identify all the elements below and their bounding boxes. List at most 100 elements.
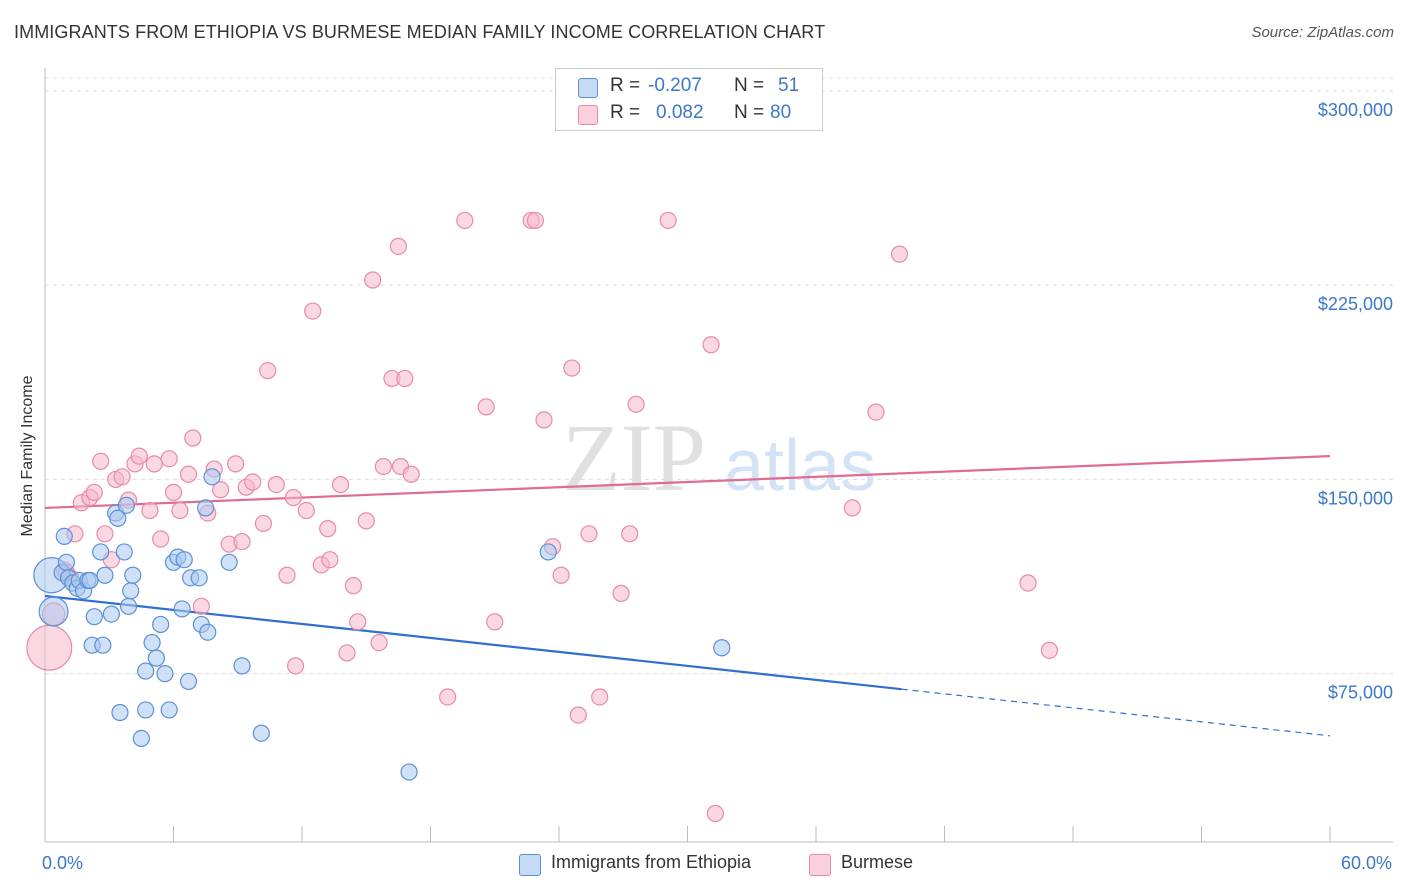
point-burmese bbox=[85, 483, 103, 501]
legend-r-label: R = bbox=[610, 102, 641, 123]
point-burmese bbox=[96, 525, 114, 543]
point-ethiopia bbox=[102, 605, 120, 623]
point-burmese bbox=[319, 520, 337, 538]
point-burmese bbox=[402, 465, 420, 483]
point-burmese bbox=[179, 465, 198, 483]
point-burmese bbox=[304, 302, 322, 320]
point-burmese bbox=[526, 211, 545, 230]
point-burmese bbox=[396, 369, 414, 388]
x-tick-max: 60.0% bbox=[1340, 853, 1392, 873]
point-ethiopia bbox=[220, 553, 238, 571]
watermark-zip: ZIP bbox=[562, 404, 706, 511]
point-burmese bbox=[612, 584, 630, 602]
point-ethiopia bbox=[85, 608, 103, 626]
point-ethiopia bbox=[57, 553, 76, 571]
point-burmese bbox=[477, 398, 495, 416]
point-burmese bbox=[659, 211, 677, 230]
watermark: ZIP atlas bbox=[562, 404, 876, 511]
point-ethiopia bbox=[147, 649, 165, 667]
point-ethiopia bbox=[38, 596, 69, 627]
point-burmese bbox=[535, 411, 553, 429]
trend-line-burmese bbox=[44, 455, 1331, 510]
point-burmese bbox=[456, 211, 474, 230]
point-ethiopia bbox=[713, 639, 731, 657]
point-ethiopia bbox=[124, 566, 142, 584]
point-burmese bbox=[439, 688, 457, 706]
point-ethiopia bbox=[179, 672, 198, 691]
point-ethiopia bbox=[197, 499, 215, 517]
point-burmese bbox=[569, 706, 587, 724]
point-burmese bbox=[389, 237, 407, 255]
point-burmese bbox=[278, 566, 296, 584]
point-burmese bbox=[552, 566, 570, 584]
legend-n-label: N = bbox=[734, 102, 765, 123]
point-burmese bbox=[254, 514, 273, 533]
point-burmese bbox=[580, 525, 598, 543]
point-burmese bbox=[867, 403, 885, 421]
x-tick-min: 0.0% bbox=[42, 853, 84, 873]
point-burmese bbox=[171, 501, 189, 520]
point-ethiopia bbox=[94, 636, 112, 654]
legend-r-value: -0.207 bbox=[648, 75, 702, 96]
point-burmese bbox=[374, 457, 392, 476]
point-ethiopia bbox=[111, 703, 129, 722]
y-tick-label: $75,000 bbox=[1328, 683, 1393, 703]
point-ethiopia bbox=[122, 582, 140, 600]
point-burmese bbox=[486, 613, 504, 631]
data-points bbox=[26, 211, 1059, 823]
grid-lines bbox=[45, 77, 1393, 675]
point-burmese bbox=[1019, 574, 1037, 592]
legend-n-value: 80 bbox=[770, 102, 792, 123]
point-burmese bbox=[370, 633, 388, 652]
point-ethiopia bbox=[175, 551, 193, 569]
point-ethiopia bbox=[143, 633, 161, 652]
legend-label-ethiopia: Immigrants from Ethiopia bbox=[551, 852, 752, 872]
point-ethiopia bbox=[199, 623, 217, 641]
y-tick-labels: $75,000 $150,000 $225,000 $300,000 bbox=[1318, 100, 1393, 703]
point-ethiopia bbox=[160, 701, 178, 719]
point-burmese bbox=[160, 450, 178, 468]
point-burmese bbox=[344, 577, 362, 595]
point-burmese bbox=[145, 455, 163, 473]
point-burmese bbox=[349, 613, 367, 631]
point-ethiopia bbox=[96, 566, 114, 584]
point-ethiopia bbox=[137, 662, 155, 680]
point-burmese bbox=[627, 395, 645, 413]
point-ethiopia bbox=[539, 543, 557, 561]
legend-swatch-pink bbox=[809, 854, 831, 876]
point-burmese bbox=[164, 483, 183, 501]
point-ethiopia bbox=[233, 657, 251, 675]
trend-line-ethiopia-extension bbox=[901, 688, 1331, 737]
point-burmese bbox=[702, 336, 720, 354]
point-burmese bbox=[357, 512, 375, 530]
point-burmese bbox=[364, 271, 382, 289]
point-burmese bbox=[227, 455, 245, 473]
point-burmese bbox=[706, 804, 724, 823]
point-burmese bbox=[92, 452, 110, 470]
point-burmese bbox=[259, 362, 277, 380]
point-burmese bbox=[331, 476, 350, 494]
legend-r-label: R = bbox=[610, 75, 641, 96]
legend-n-value: 51 bbox=[778, 75, 800, 96]
axes bbox=[44, 68, 1393, 843]
legend-r-value: 0.082 bbox=[656, 102, 704, 123]
point-ethiopia bbox=[152, 615, 170, 634]
point-burmese bbox=[338, 644, 356, 662]
point-ethiopia bbox=[119, 597, 138, 615]
point-ethiopia bbox=[117, 496, 135, 514]
point-burmese bbox=[843, 499, 862, 517]
y-tick-label: $225,000 bbox=[1318, 294, 1393, 314]
point-ethiopia bbox=[132, 729, 150, 748]
point-ethiopia bbox=[81, 571, 99, 590]
point-burmese bbox=[26, 624, 73, 671]
point-burmese bbox=[284, 488, 303, 507]
point-burmese bbox=[1040, 641, 1059, 659]
point-burmese bbox=[591, 688, 609, 706]
chart-title: IMMIGRANTS FROM ETHIOPIA VS BURMESE MEDI… bbox=[14, 22, 826, 42]
point-burmese bbox=[130, 447, 148, 465]
legend-swatch-pink bbox=[578, 105, 598, 125]
y-tick-label: $150,000 bbox=[1318, 488, 1393, 508]
legend-label-burmese: Burmese bbox=[841, 852, 914, 872]
point-ethiopia bbox=[203, 468, 221, 486]
point-burmese bbox=[113, 468, 131, 486]
